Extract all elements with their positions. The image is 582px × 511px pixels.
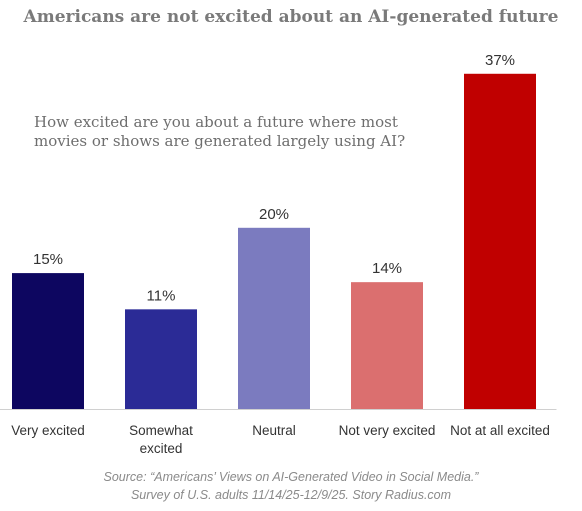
chart-title: Americans are not excited about an AI-ge…: [23, 7, 559, 27]
data-label-not-at-all-excited: 37%: [485, 52, 515, 69]
x-tick-label-neutral: Neutral: [252, 423, 296, 438]
x-tick-label-not-at-all-excited: Not at all excited: [450, 423, 550, 438]
data-label-not-very-excited: 14%: [372, 260, 402, 277]
x-tick-label-somewhat-excited: Somewhat excited: [129, 423, 193, 456]
bar-neutral: [238, 227, 310, 409]
x-tick-label-very-excited: Very excited: [11, 423, 85, 438]
data-label-neutral: 20%: [259, 206, 289, 223]
data-label-very-excited: 15%: [33, 251, 63, 268]
bar-not-at-all-excited: [464, 73, 536, 409]
data-label-somewhat-excited: 11%: [147, 287, 176, 304]
source-line-1: Source: “Americans’ Views on AI-Generate…: [103, 470, 479, 484]
chart-subtitle: How excited are you about a future where…: [34, 113, 406, 150]
source-line-2: Survey of U.S. adults 11/14/25-12/9/25. …: [130, 488, 452, 502]
bar-somewhat-excited: [125, 309, 197, 409]
bar-not-very-excited: [351, 282, 423, 409]
source-note: Source: “Americans’ Views on AI-Generate…: [0, 468, 582, 504]
x-tick-label-not-very-excited: Not very excited: [339, 423, 436, 438]
bar-very-excited: [12, 273, 84, 409]
